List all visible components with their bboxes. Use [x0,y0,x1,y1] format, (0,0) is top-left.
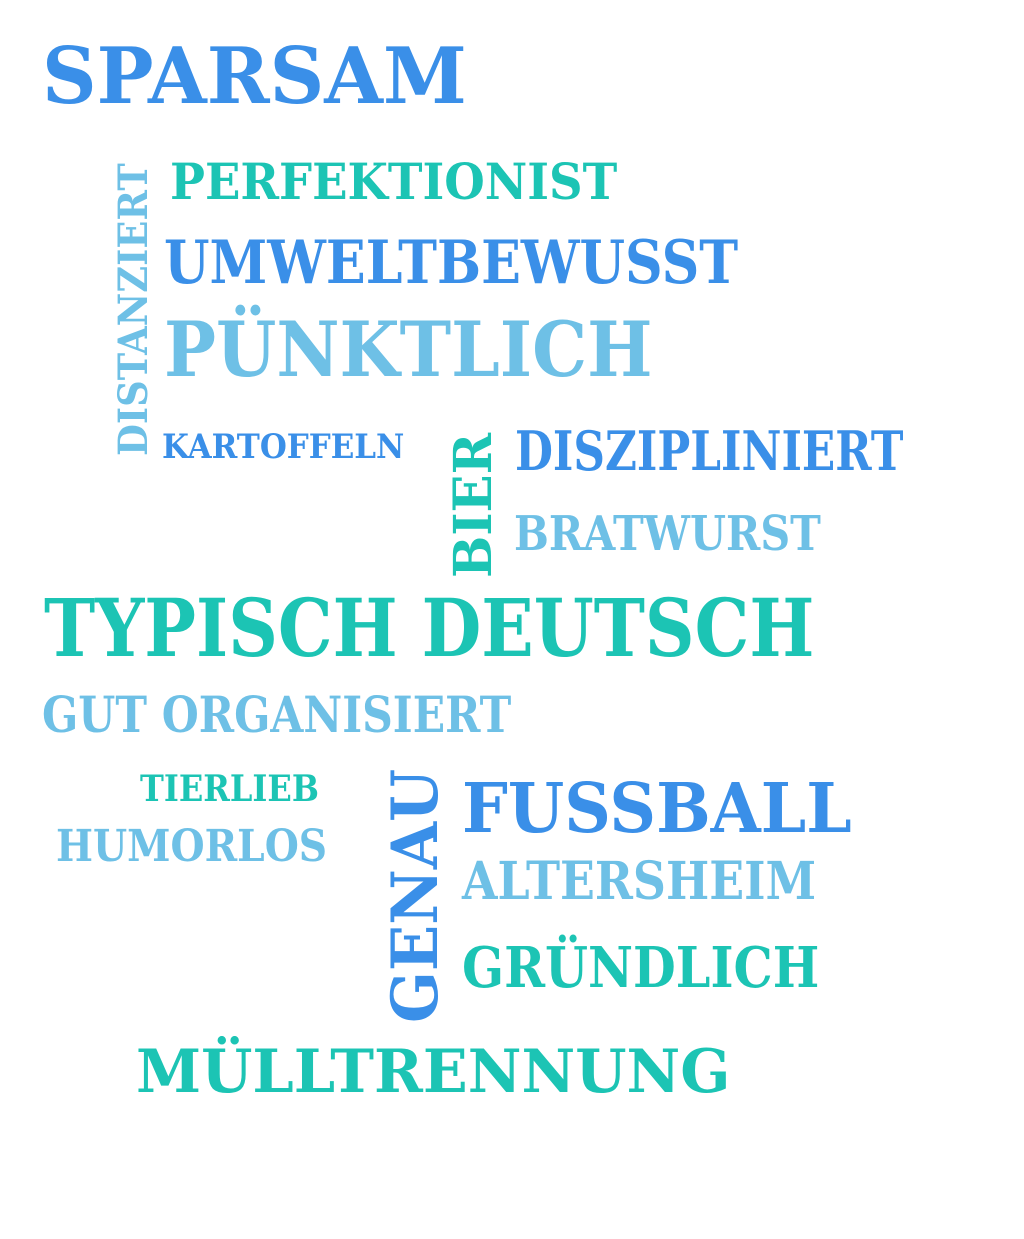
word-puenktlich: PÜNKTLICH [164,305,653,394]
word-altersheim: ALTERSHEIM [462,851,817,912]
word-bier: BIER [443,432,504,578]
word-fussball: FUSSBALL [462,769,852,849]
word-humorlos: HUMORLOS [56,821,328,872]
word-tierlieb: TIERLIEB [140,768,319,810]
word-gut-organisiert: GUT ORGANISIERT [42,685,512,744]
word-bratwurst: BRATWURST [514,506,821,562]
word-diszipliniert: DISZIPLINIERT [515,419,904,483]
word-distanziert: DISTANZIERT [110,163,157,457]
word-kartoffeln: KARTOFFELN [162,427,405,467]
word-genau: GENAU [378,768,453,1023]
word-perfektionist: PERFEKTIONIST [170,152,618,211]
word-muelltrennung: MÜLLTRENNUNG [136,1037,731,1107]
word-gruendlich: GRÜNDLICH [462,935,820,1001]
word-umweltbewusst: UMWELTBEWUSST [164,228,739,298]
word-typisch-deutsch: TYPISCH DEUTSCH [44,581,815,675]
word-sparsam: SPARSAM [42,31,467,122]
